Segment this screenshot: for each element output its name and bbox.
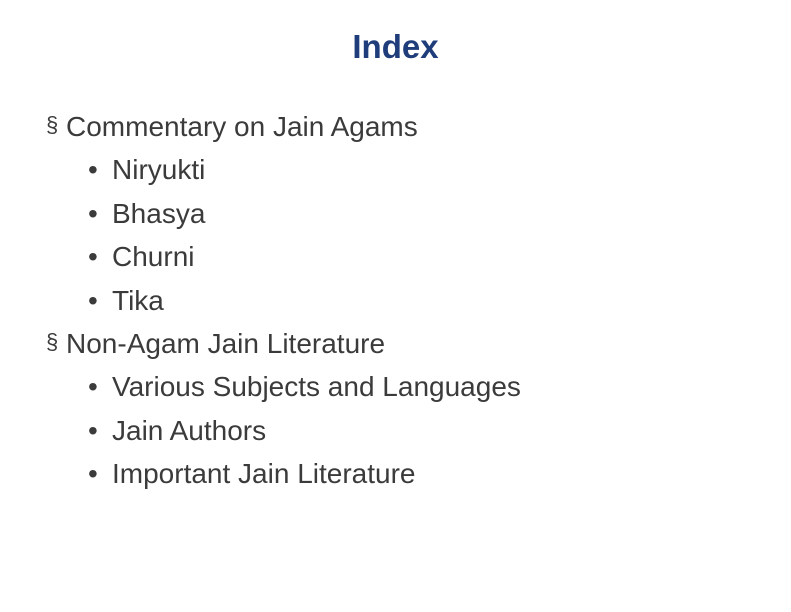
list-item: • Various Subjects and Languages [88,365,521,408]
bullet-icon: • [88,235,112,278]
list-item: • Jain Authors [88,409,521,452]
bullet-icon: • [88,452,112,495]
section-heading-text: Commentary on Jain Agams [66,105,418,148]
bullet-icon: • [88,365,112,408]
bullet-icon: • [88,192,112,235]
slide-title: Index [0,28,791,66]
section-marker-icon: § [46,105,66,145]
section-marker-icon: § [46,322,66,362]
section-heading: § Non-Agam Jain Literature [46,322,521,365]
list-item: • Bhasya [88,192,521,235]
list-item-text: Important Jain Literature [112,452,416,495]
slide: Index § Commentary on Jain Agams • Niryu… [0,0,791,612]
list-item: • Tika [88,279,521,322]
section-heading-text: Non-Agam Jain Literature [66,322,385,365]
list-item-text: Churni [112,235,194,278]
list-item: • Niryukti [88,148,521,191]
slide-content: § Commentary on Jain Agams • Niryukti • … [46,105,521,496]
bullet-icon: • [88,279,112,322]
bullet-icon: • [88,409,112,452]
list-item-text: Niryukti [112,148,205,191]
list-item-text: Various Subjects and Languages [112,365,521,408]
list-item-text: Jain Authors [112,409,266,452]
list-item: • Important Jain Literature [88,452,521,495]
list-item: • Churni [88,235,521,278]
section-heading: § Commentary on Jain Agams [46,105,521,148]
bullet-icon: • [88,148,112,191]
list-item-text: Tika [112,279,164,322]
list-item-text: Bhasya [112,192,205,235]
